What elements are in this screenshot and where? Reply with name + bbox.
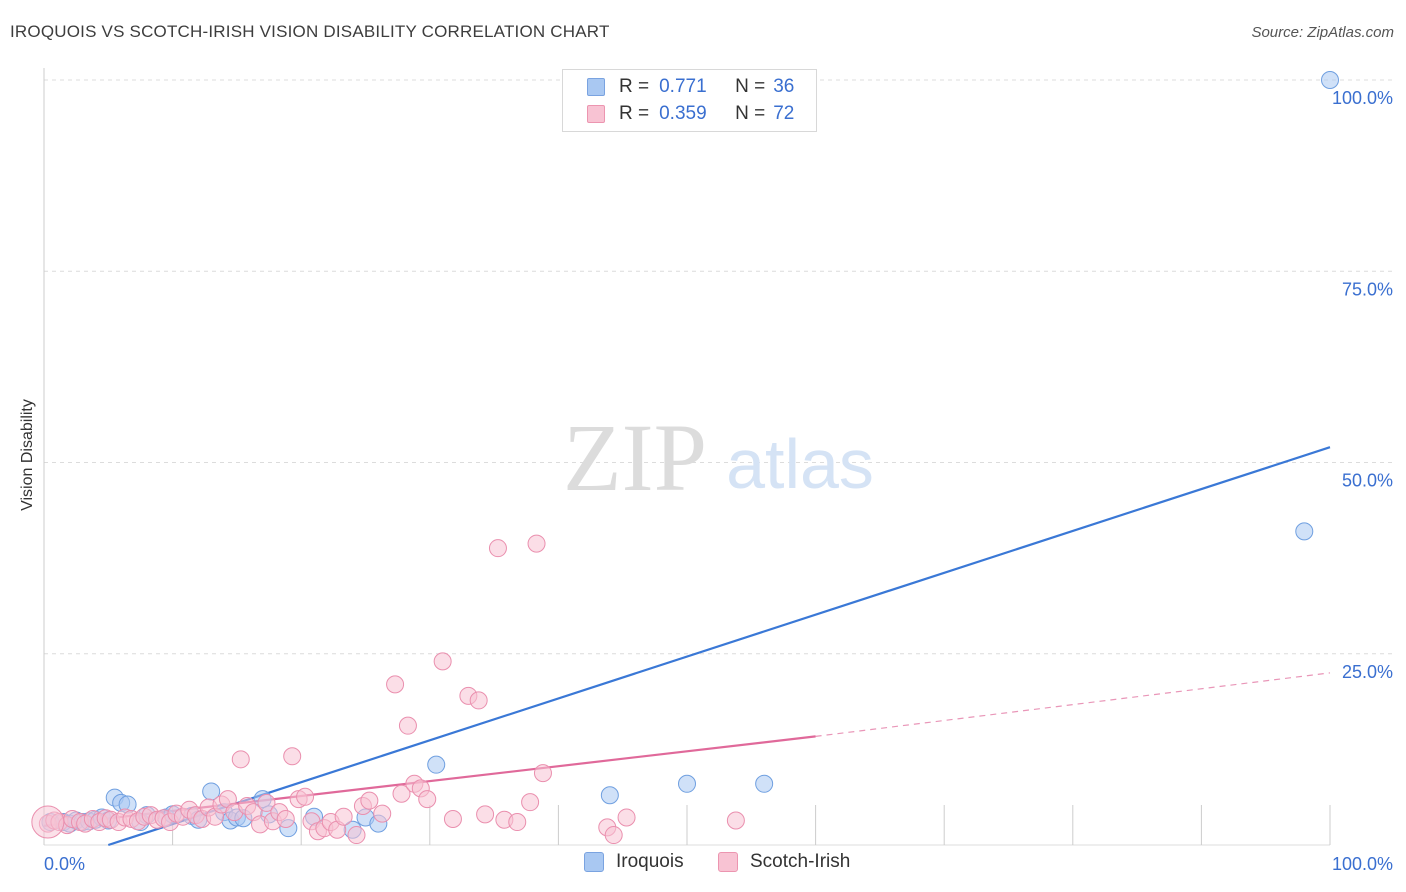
point-scotch-irish bbox=[373, 804, 392, 823]
point-scotch-irish bbox=[726, 811, 745, 830]
legend-n-value: 72 bbox=[773, 103, 795, 124]
legend-n-label: N = bbox=[735, 103, 766, 124]
point-scotch-irish bbox=[443, 809, 462, 828]
point-scotch-irish bbox=[418, 790, 437, 809]
point-scotch-irish bbox=[231, 750, 250, 769]
y-axis-label: Vision Disability bbox=[19, 399, 36, 511]
legend-r-label: R = bbox=[619, 76, 650, 97]
point-iroquois bbox=[427, 755, 446, 774]
source-label: Source: ZipAtlas.com bbox=[1251, 24, 1394, 41]
point-scotch-irish bbox=[392, 784, 411, 803]
point-scotch-irish bbox=[31, 805, 65, 839]
point-scotch-irish bbox=[521, 793, 540, 812]
point-iroquois bbox=[600, 786, 619, 805]
point-scotch-irish bbox=[276, 809, 295, 828]
legend-item-scotch-irish[interactable]: Scotch-Irish bbox=[718, 851, 850, 873]
point-scotch-irish bbox=[604, 826, 623, 845]
legend-r-value: 0.771 bbox=[659, 76, 707, 97]
legend-n-value: 36 bbox=[773, 76, 795, 97]
watermark-zip: ZIP bbox=[563, 404, 707, 511]
point-scotch-irish bbox=[508, 813, 527, 832]
x-tick-label: 100.0% bbox=[1332, 854, 1393, 874]
legend-swatch-scotch-irish bbox=[587, 105, 605, 123]
point-scotch-irish bbox=[283, 747, 302, 766]
legend-row-iroquois: R = 0.771 N = 36 bbox=[587, 74, 794, 100]
legend-r-label: R = bbox=[619, 103, 650, 124]
point-scotch-irish bbox=[533, 764, 552, 783]
legend-label-iroquois: Iroquois bbox=[616, 851, 684, 872]
point-scotch-irish bbox=[360, 791, 379, 810]
legend-row-scotch-irish: R = 0.359 N = 72 bbox=[587, 101, 794, 127]
point-scotch-irish bbox=[257, 793, 276, 812]
point-iroquois bbox=[755, 774, 774, 793]
point-iroquois bbox=[1321, 71, 1339, 89]
point-scotch-irish bbox=[347, 826, 366, 845]
point-scotch-irish bbox=[296, 787, 315, 806]
watermark: ZIP atlas bbox=[563, 404, 874, 511]
legend-label-scotch-irish: Scotch-Irish bbox=[750, 851, 851, 872]
point-iroquois bbox=[678, 774, 696, 793]
trend-line-iroquois bbox=[107, 446, 1331, 847]
axes bbox=[43, 68, 1331, 846]
point-scotch-irish bbox=[476, 805, 495, 824]
data-points bbox=[31, 71, 1339, 845]
legend-item-iroquois[interactable]: Iroquois bbox=[584, 851, 684, 873]
legend-swatch-iroquois bbox=[584, 852, 604, 872]
chart-title: IROQUOIS VS SCOTCH-IRISH VISION DISABILI… bbox=[10, 22, 610, 41]
point-scotch-irish bbox=[398, 716, 417, 735]
legend-n-label: N = bbox=[735, 76, 766, 97]
y-tick-label: 100.0% bbox=[1332, 88, 1393, 108]
point-scotch-irish bbox=[433, 652, 452, 671]
x-tick-label: 0.0% bbox=[44, 854, 85, 874]
legend-r-value: 0.359 bbox=[659, 103, 707, 124]
legend-swatch-scotch-irish bbox=[718, 852, 738, 872]
y-tick-label: 25.0% bbox=[1342, 662, 1393, 682]
y-tick-label: 50.0% bbox=[1342, 471, 1393, 491]
watermark-atlas: atlas bbox=[726, 425, 874, 503]
point-scotch-irish bbox=[527, 534, 546, 553]
series-legend: Iroquois Scotch-Irish bbox=[0, 851, 1406, 877]
y-tick-label: 75.0% bbox=[1342, 279, 1393, 299]
point-iroquois bbox=[1295, 522, 1314, 541]
grid-lines bbox=[44, 79, 1395, 655]
point-scotch-irish bbox=[617, 808, 636, 827]
point-scotch-irish bbox=[488, 539, 507, 558]
tick-labels: 25.0% 50.0% 75.0% 100.0% 0.0% 100.0% bbox=[44, 88, 1393, 874]
point-scotch-irish bbox=[386, 675, 405, 694]
legend-swatch-iroquois bbox=[587, 78, 605, 96]
trend-line-scotch-irish-extrapolated bbox=[815, 672, 1331, 737]
point-scotch-irish bbox=[334, 807, 353, 826]
correlation-legend: R = 0.771 N = 36 R = 0.359 N = 72 bbox=[562, 69, 817, 132]
point-scotch-irish bbox=[469, 691, 488, 710]
